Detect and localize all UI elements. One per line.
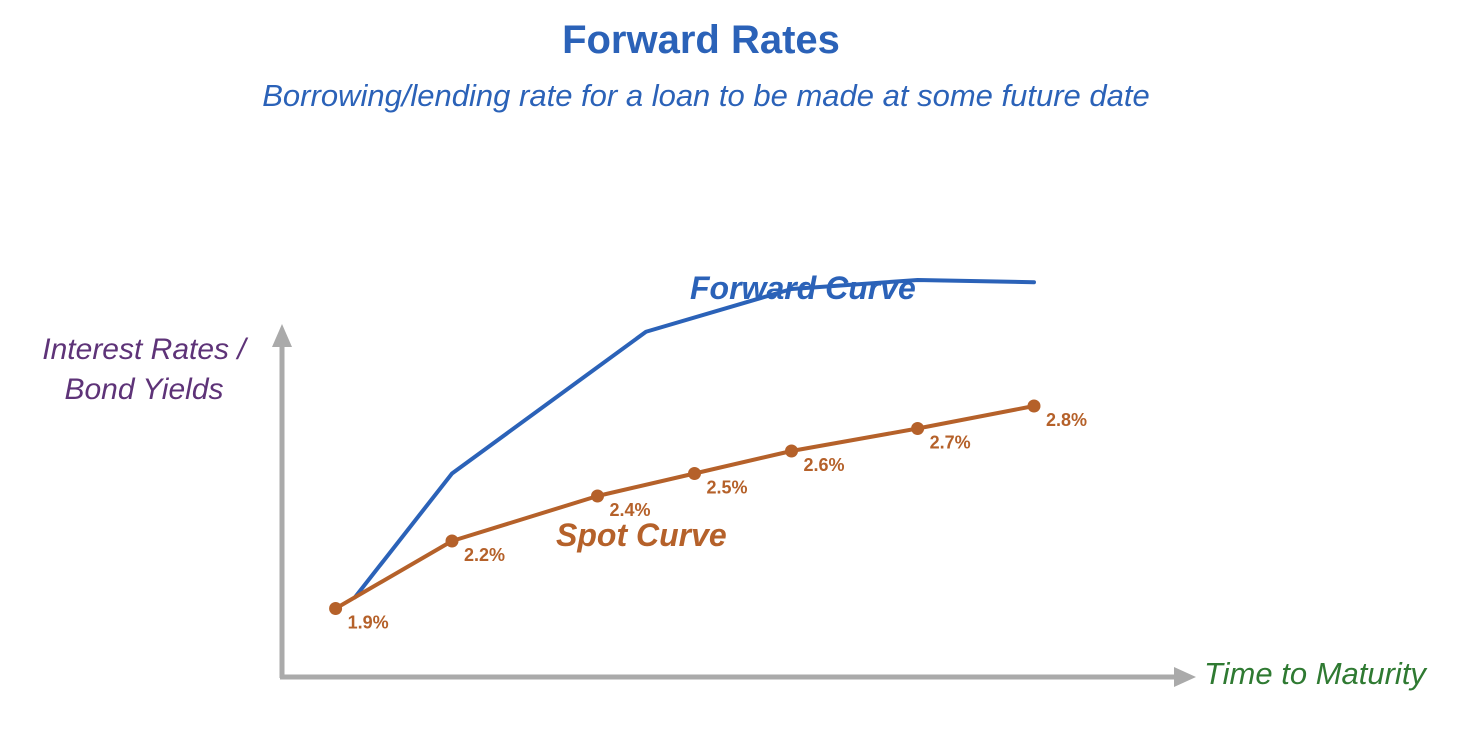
data-labels: 1.9% 2.2% 2.4% 2.5% 2.6% 2.7% 2.8%	[348, 410, 1087, 633]
spot-curve-data-label: 1.9%	[348, 613, 389, 633]
chart-title: Forward Rates	[562, 18, 840, 62]
spot-curve-point	[591, 489, 604, 503]
series-layer	[329, 278, 1041, 615]
axes	[272, 324, 1196, 687]
y-axis-label-line-2: Bond Yields	[64, 373, 224, 406]
spot-curve-data-label: 2.4%	[610, 500, 651, 520]
forward-curve-label: Forward Curve	[690, 270, 916, 306]
spot-curve-point	[1027, 399, 1041, 413]
spot-curve-data-label: 2.5%	[707, 478, 748, 498]
spot-curve-point	[785, 444, 798, 458]
forward-curve-line	[353, 278, 1036, 600]
y-axis-label: Interest Rates / Bond Yields	[10, 330, 278, 410]
chart-subtitle: Borrowing/lending rate for a loan to be …	[262, 78, 1150, 113]
x-axis-label: Time to Maturity	[1204, 656, 1426, 691]
spot-curve-point	[445, 534, 459, 548]
x-axis-arrow	[1174, 667, 1196, 687]
spot-curve-point	[911, 422, 925, 435]
spot-curve-data-label: 2.6%	[804, 455, 845, 475]
spot-curve-data-label: 2.8%	[1046, 410, 1087, 430]
spot-curve-point	[329, 602, 343, 615]
spot-curve-data-label: 2.7%	[930, 433, 971, 453]
spot-curve-data-label: 2.2%	[464, 545, 505, 565]
y-axis-arrow	[272, 324, 292, 347]
spot-curve-label: Spot Curve	[556, 517, 727, 553]
y-axis-label-line-1: Interest Rates /	[42, 333, 246, 366]
spot-curve-point	[688, 467, 701, 480]
